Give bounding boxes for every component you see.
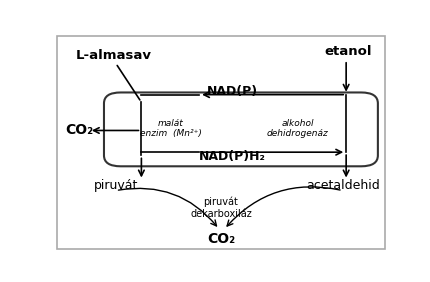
Text: NAD(P)H₂: NAD(P)H₂: [199, 150, 265, 163]
Text: L-almasav: L-almasav: [76, 49, 152, 62]
Text: alkohol
dehidrogenáz: alkohol dehidrogenáz: [266, 119, 328, 138]
FancyArrowPatch shape: [118, 188, 216, 226]
Text: piruvát: piruvát: [93, 179, 138, 192]
FancyBboxPatch shape: [104, 92, 377, 166]
FancyBboxPatch shape: [57, 36, 384, 249]
Text: piruvát
dekarboxiláz: piruvát dekarboxiláz: [190, 197, 251, 219]
Text: NAD(P): NAD(P): [206, 85, 258, 98]
Text: CO₂: CO₂: [64, 124, 93, 137]
Text: CO₂: CO₂: [206, 232, 234, 246]
Text: etanol: etanol: [323, 45, 371, 58]
Text: malát
enzim  (Mn²⁺): malát enzim (Mn²⁺): [139, 119, 201, 138]
FancyArrowPatch shape: [227, 187, 339, 226]
Text: acetaldehid: acetaldehid: [305, 179, 379, 192]
